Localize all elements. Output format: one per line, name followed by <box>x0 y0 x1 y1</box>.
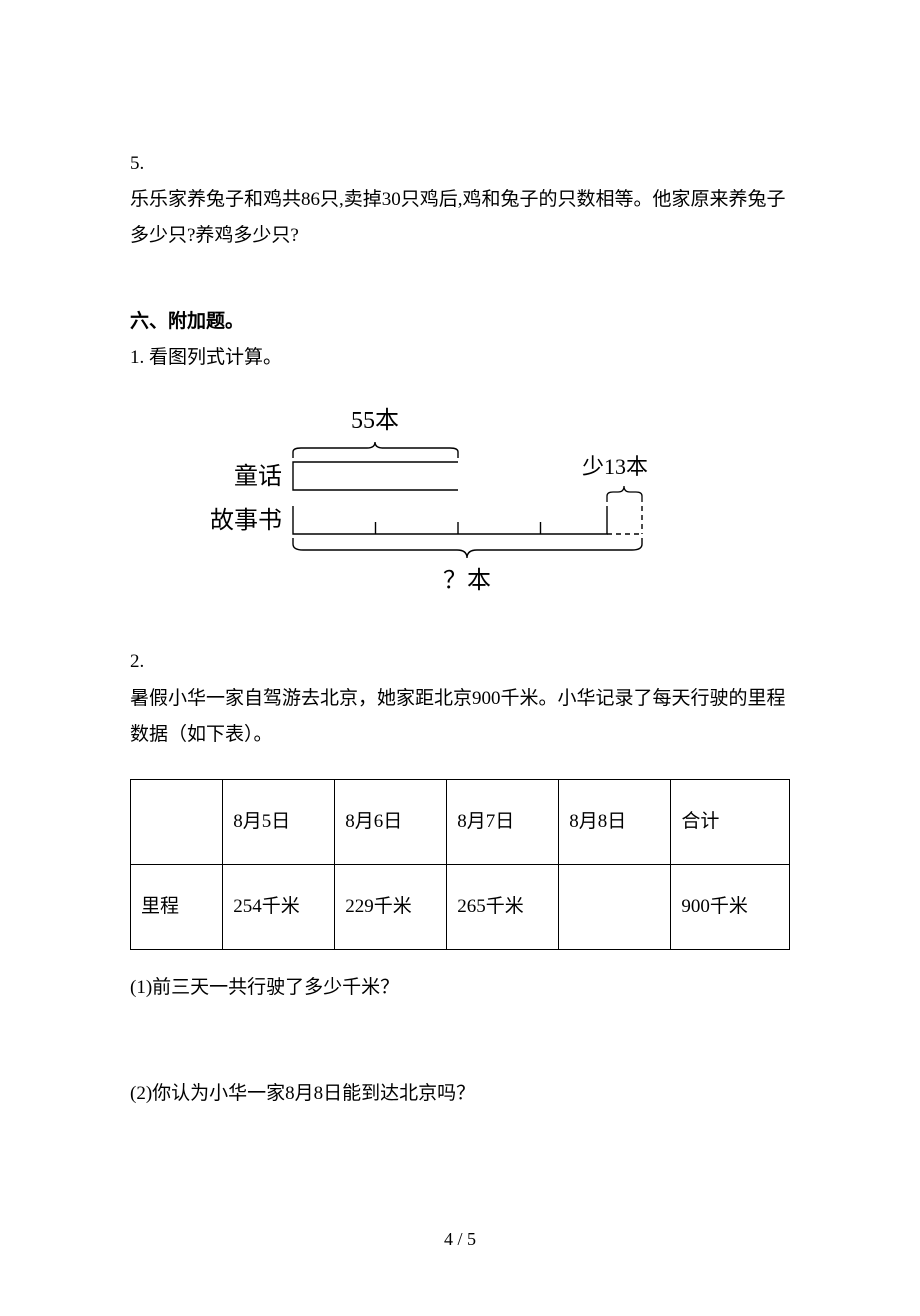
table-row: 8月5日 8月6日 8月7日 8月8日 合计 <box>131 779 790 864</box>
table-header-cell: 8月7日 <box>447 779 559 864</box>
brace-right-small <box>607 486 642 502</box>
q1-diagram: 55本 童话 少13本 故事书 ？本 <box>188 404 648 604</box>
table-header-cell <box>131 779 223 864</box>
bar-2 <box>293 506 607 534</box>
table-cell: 254千米 <box>223 864 335 949</box>
diagram-right-label: 少13本 <box>582 454 648 479</box>
table-header-cell: 8月8日 <box>559 779 671 864</box>
q2-sub1: (1)前三天一共行驶了多少千米？ <box>130 970 790 1006</box>
diagram-top-label: 55本 <box>351 407 399 434</box>
bar-1 <box>293 462 458 490</box>
q2-number: 2. <box>130 644 790 680</box>
q5-text: 乐乐家养兔子和鸡共86只,卖掉30只鸡后,鸡和兔子的只数相等。他家原来养兔子多少… <box>130 182 790 254</box>
brace-top <box>293 442 458 458</box>
q5-number: 5. <box>130 146 790 182</box>
q2-sub2: (2)你认为小华一家8月8日能到达北京吗？ <box>130 1076 790 1112</box>
diagram-bottom-label: ？本 <box>443 567 491 594</box>
diagram-left-label-1: 童话 <box>234 463 282 490</box>
brace-bottom <box>293 538 642 558</box>
table-cell <box>559 864 671 949</box>
table-cell: 900千米 <box>671 864 790 949</box>
table-cell: 229千米 <box>335 864 447 949</box>
table-header-cell: 合计 <box>671 779 790 864</box>
table-row: 里程 254千米 229千米 265千米 900千米 <box>131 864 790 949</box>
table-cell: 里程 <box>131 864 223 949</box>
table-cell: 265千米 <box>447 864 559 949</box>
q1-number-text: 1. 看图列式计算。 <box>130 340 790 376</box>
q2-table: 8月5日 8月6日 8月7日 8月8日 合计 里程 254千米 229千米 26… <box>130 779 790 950</box>
page-footer: 4 / 5 <box>130 1222 790 1256</box>
table-header-cell: 8月5日 <box>223 779 335 864</box>
section-6-title: 六、附加题。 <box>130 304 790 340</box>
q2-text: 暑假小华一家自驾游去北京，她家距北京900千米。小华记录了每天行驶的里程数据（如… <box>130 681 790 753</box>
table-header-cell: 8月6日 <box>335 779 447 864</box>
diagram-left-label-2: 故事书 <box>210 507 282 534</box>
